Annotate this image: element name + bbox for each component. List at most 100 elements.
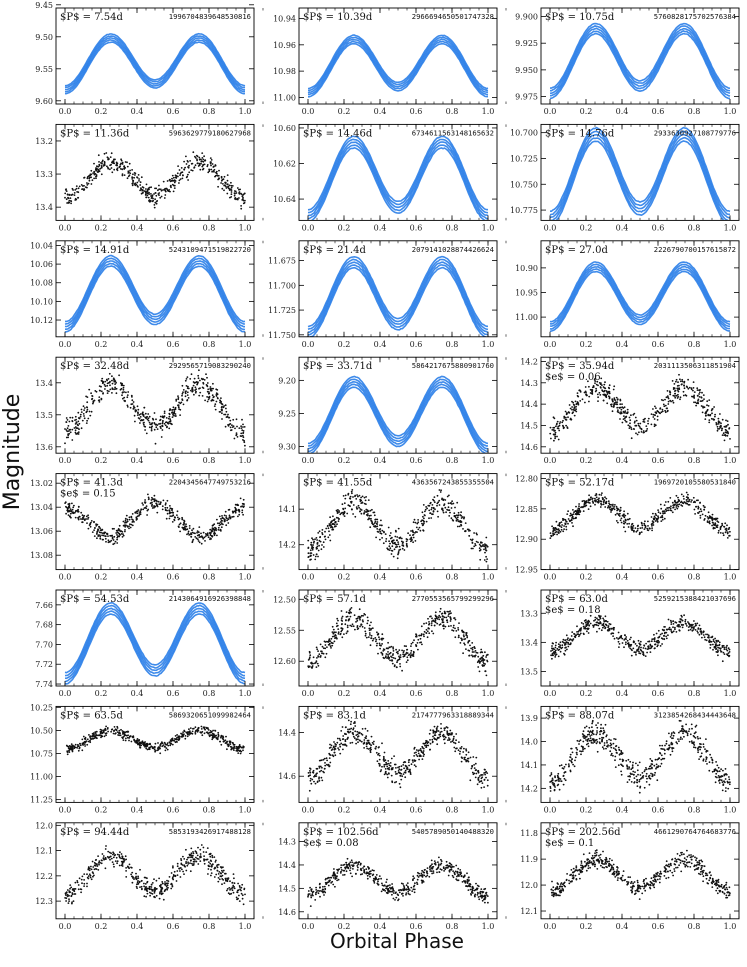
data-point [221,187,224,190]
data-point [623,516,626,519]
data-point [483,662,485,665]
data-point [77,196,79,199]
data-point [77,518,80,521]
data-point [481,659,484,662]
x-tick-label: 0.2 [95,573,108,582]
data-point [664,512,666,514]
data-point [238,193,241,195]
data-point [454,516,457,519]
data-point [121,384,124,387]
data-point [654,517,656,519]
data-point [607,506,609,509]
data-point [572,401,575,404]
data-point [160,436,163,438]
data-point [98,396,101,398]
source-id-label: 2031113506311851904 [654,361,736,370]
data-point [458,520,460,522]
data-point [187,532,190,535]
data-point [604,506,607,508]
data-point [456,525,459,528]
data-point [442,621,445,624]
data-point [652,413,655,416]
data-point [350,502,353,504]
data-point [112,160,115,163]
data-point [150,186,153,189]
data-point [71,508,74,511]
data-point [73,511,76,514]
data-point [711,412,713,415]
data-point [677,389,679,391]
data-point [242,506,245,508]
data-point [218,177,220,180]
data-point [552,416,555,419]
data-point [218,515,221,518]
data-point [555,423,558,426]
data-point [155,202,158,205]
data-point [414,521,417,524]
data-point [675,380,677,383]
data-point [672,387,675,389]
data-point [628,522,630,525]
data-point [317,664,320,667]
data-point [375,638,378,641]
data-point [640,531,643,533]
data-point [131,399,134,402]
x-tick-label: 0.4 [374,223,387,232]
data-point [242,432,245,435]
data-point [678,384,680,387]
x-tick-label: 0.6 [652,223,665,232]
data-point [398,549,400,551]
data-point [215,400,218,403]
data-point [439,491,442,493]
data-point [485,555,487,558]
data-point [443,612,446,615]
y-tick-label: 10.95 [515,288,538,297]
data-point [411,641,414,644]
data-point [111,537,114,540]
data-point [109,388,112,391]
data-point [634,424,637,427]
data-point [241,511,244,514]
y-tick-label: 10.98 [273,67,296,76]
data-point [613,397,616,400]
data-point [684,394,687,396]
data-point [107,539,110,542]
x-tick-label: 1.0 [482,573,495,582]
data-point [169,515,172,517]
data-point [228,189,231,192]
data-point [171,509,173,512]
data-point [176,516,179,519]
data-point [708,522,711,525]
period-label: $P$ = 14.46d [303,128,373,139]
data-point [316,648,319,651]
data-point [673,500,676,503]
data-point [611,398,614,401]
data-point [186,391,189,394]
data-point [379,524,381,527]
data-point [464,643,466,646]
data-point [355,621,357,623]
data-point [154,442,157,445]
data-point [597,396,599,399]
data-point [683,498,685,500]
x-tick-label: 0.8 [203,107,216,116]
light-curve-track [64,257,246,325]
data-point [83,407,86,409]
data-point [194,536,197,538]
data-point [241,195,244,197]
data-point [104,388,106,390]
data-point [584,502,586,505]
data-point [415,645,418,648]
data-point [226,192,229,195]
data-point [237,515,239,518]
data-point [381,652,384,655]
data-point [700,510,703,513]
data-point [153,193,155,195]
light-curve-track [307,261,489,334]
data-point [662,403,665,406]
data-point [324,647,327,650]
data-point [172,190,175,193]
data-point [148,199,151,201]
data-point [450,517,453,520]
data-point [636,433,639,436]
